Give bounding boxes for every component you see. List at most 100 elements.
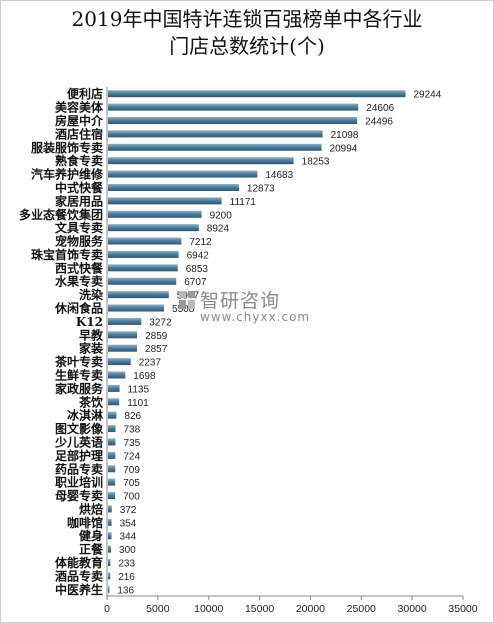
value-label: 14683 [265,170,293,181]
category-label: 健身 [79,528,103,543]
category-label: 体能教育 [55,555,103,570]
value-label: 709 [123,465,140,476]
bar [108,438,116,446]
value-label: 344 [119,532,136,543]
bar [108,425,116,433]
bar [108,130,323,138]
category-label: 母婴专卖 [55,488,103,503]
chart-title: 2019年中国特许连锁百强榜单中各行业 门店总数统计(个) [0,6,494,60]
bar [108,90,406,98]
category-label: 熟食专卖 [55,153,103,168]
watermark: 智研咨询 www.chyxx.com [178,287,328,324]
category-label: 烘焙 [79,501,103,516]
category-label: 早教 [79,327,104,342]
value-label: 1135 [128,384,150,395]
category-label: 休闲食品 [54,301,103,316]
bar [108,183,239,191]
category-label: 冰淇淋 [67,408,103,423]
x-tick-label: 20000 [296,603,325,615]
bar [108,371,126,379]
bar [108,250,179,258]
value-label: 6707 [184,277,207,288]
bar [108,398,120,406]
bar [108,465,116,473]
value-label: 372 [120,505,137,516]
bar [108,291,169,299]
value-label: 1698 [133,371,156,382]
value-label: 354 [120,518,137,529]
value-label: 12873 [247,183,275,194]
x-tick-label: 35000 [448,603,477,615]
category-label: 中式快餐 [55,180,104,195]
bar [108,545,112,553]
category-label: 汽车养护维修 [31,167,104,182]
value-label: 21098 [331,130,359,141]
value-label: 8924 [207,224,230,235]
bar [108,559,111,567]
category-label: 房屋中介 [55,113,104,128]
bar [108,478,116,486]
value-label: 6942 [187,250,210,261]
value-label: 700 [123,492,140,503]
value-label: 29244 [413,90,441,101]
category-label: 咖啡馆 [67,515,103,530]
bar [108,492,116,500]
value-label: 20994 [330,143,358,154]
bar [108,237,182,245]
category-label: 酒店住宿 [55,126,103,141]
value-label: 738 [124,425,141,436]
x-tick-label: 5000 [146,603,170,615]
bar [108,572,111,580]
bar [108,384,120,392]
category-label: 图文影像 [55,421,104,436]
category-label: 水果专卖 [55,274,103,289]
x-tick-label: 0 [104,603,110,615]
category-label: 洗染 [79,287,104,302]
x-tick-label: 30000 [398,603,427,615]
value-label: 2859 [145,331,168,342]
category-label: 西式快餐 [55,260,104,275]
value-label: 826 [124,411,141,422]
value-label: 24496 [365,116,393,127]
x-tick-label: 15000 [245,603,274,615]
bar [108,411,117,419]
category-label: 中医养生 [55,582,103,597]
category-label: 多业态餐饮集团 [19,207,103,222]
category-label: 家装 [79,341,103,356]
category-label: 珠宝首饰专卖 [31,247,103,262]
category-label: 茶叶专卖 [54,354,103,369]
value-label: 3272 [149,317,172,328]
value-label: 24606 [366,103,394,114]
category-label: K12 [76,315,103,329]
value-label: 18253 [302,157,330,168]
category-label: 美容美体 [55,100,104,115]
value-label: 9200 [210,210,233,221]
x-tick-label: 10000 [194,603,223,615]
category-label: 家政服务 [55,381,104,396]
bar [108,210,202,218]
bar [108,331,138,339]
bar [108,277,177,285]
bar [108,518,112,526]
value-label: 11171 [230,197,257,208]
value-label: 216 [118,572,135,583]
value-label: 7212 [189,237,212,248]
value-label: 2237 [139,358,162,369]
category-label: 正餐 [79,542,104,557]
bar [108,344,138,352]
watermark-text-en: www.chyxx.com [200,310,311,324]
bar [108,197,222,205]
bar [108,317,142,325]
bar [108,505,112,513]
value-label: 724 [123,451,140,462]
category-label: 宠物服务 [55,234,104,249]
bar [108,532,112,540]
category-label: 茶饮 [78,394,104,409]
value-label: 233 [118,559,135,570]
bar [108,170,258,178]
watermark-logo-icon [179,291,195,309]
watermark-text-cn: 智研咨询 [200,290,281,312]
bar [108,358,131,366]
value-label: 1101 [127,398,149,409]
